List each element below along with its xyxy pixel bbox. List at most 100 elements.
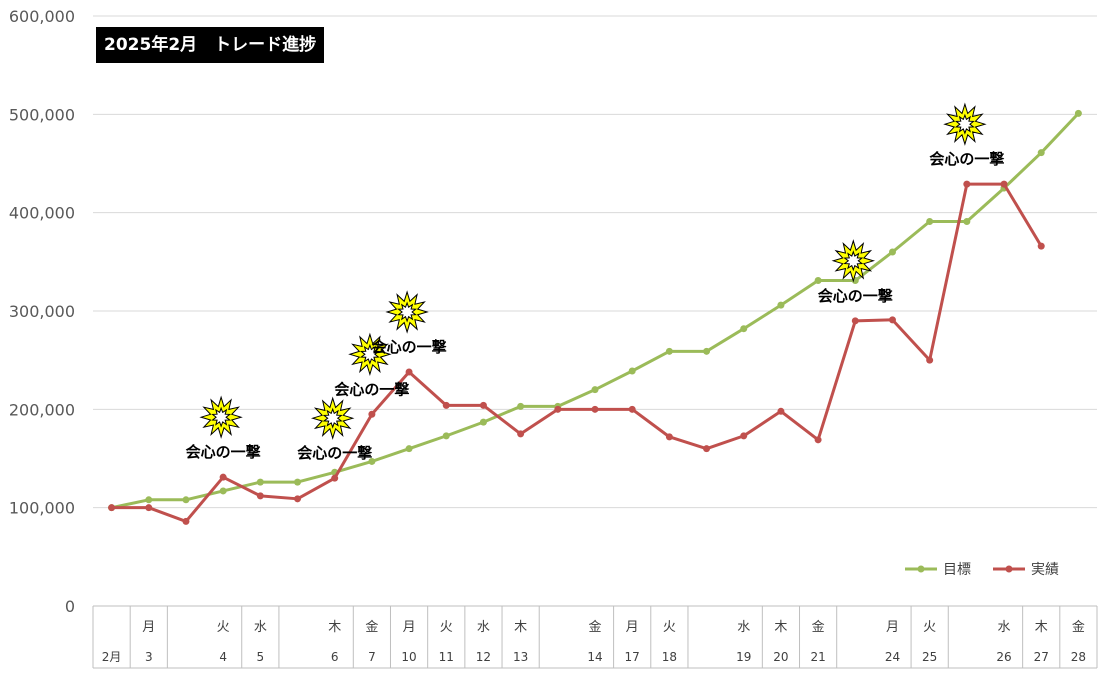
data-point xyxy=(182,496,190,504)
data-point xyxy=(740,325,748,333)
legend-marker xyxy=(1005,565,1013,573)
x-weekday-label: 火 xyxy=(217,620,230,635)
data-point xyxy=(368,457,376,465)
chart-title: 2025年2月 トレード進捗 xyxy=(96,27,325,63)
x-weekday-label: 月 xyxy=(142,620,155,635)
x-weekday-label: 月 xyxy=(403,620,416,635)
y-tick-label: 500,000 xyxy=(9,105,75,124)
annotation-text: 会心の一撃 xyxy=(186,443,261,461)
annotation: 会心の一撃 xyxy=(297,396,372,462)
annotation: 会心の一撃 xyxy=(372,290,447,356)
x-date-label: 17 xyxy=(625,650,640,664)
data-point xyxy=(1037,149,1045,157)
burst-icon-inner xyxy=(322,407,343,429)
data-point xyxy=(926,356,934,364)
legend-label: 目標 xyxy=(943,562,971,578)
data-point xyxy=(294,478,302,486)
x-date-label: 27 xyxy=(1034,650,1049,664)
annotation: 会心の一撃 xyxy=(818,239,893,305)
x-weekday-label: 月 xyxy=(626,620,639,635)
series-0 xyxy=(108,109,1082,512)
data-point xyxy=(851,317,859,325)
x-weekday-label: 火 xyxy=(663,620,676,635)
x-weekday-label: 木 xyxy=(514,620,527,635)
data-point xyxy=(703,445,711,453)
x-date-label: 10 xyxy=(401,650,416,664)
legend-label: 実績 xyxy=(1031,562,1059,578)
x-weekday-label: 火 xyxy=(440,620,453,635)
x-date-label: 5 xyxy=(257,650,265,664)
data-point xyxy=(517,430,525,438)
data-point xyxy=(442,401,450,409)
x-date-label: 24 xyxy=(885,650,900,664)
x-weekday-label: 木 xyxy=(1035,620,1048,635)
data-point xyxy=(517,402,525,410)
data-point xyxy=(256,478,264,486)
x-date-label: 19 xyxy=(736,650,751,664)
x-date-label: 6 xyxy=(331,650,339,664)
data-point xyxy=(479,401,487,409)
burst-icon-inner xyxy=(397,301,417,323)
legend-marker xyxy=(917,565,925,573)
x-date-label: 26 xyxy=(996,650,1011,664)
x-date-label: 7 xyxy=(368,650,376,664)
data-point xyxy=(554,405,562,413)
x-weekday-label: 金 xyxy=(1072,619,1085,635)
x-date-label: 3 xyxy=(145,650,153,664)
data-point xyxy=(331,474,339,482)
data-point xyxy=(963,180,971,188)
x-weekday-label: 月 xyxy=(886,620,899,635)
data-point xyxy=(442,432,450,440)
data-point xyxy=(219,487,227,495)
data-point xyxy=(628,367,636,375)
data-point xyxy=(108,504,116,512)
data-point xyxy=(963,218,971,226)
x-date-label: 14 xyxy=(587,650,602,664)
x-date-label: 20 xyxy=(773,650,788,664)
data-point xyxy=(145,496,153,504)
data-point xyxy=(888,316,896,324)
x-date-label: 25 xyxy=(922,650,937,664)
x-weekday-label: 金 xyxy=(588,619,601,635)
annotation: 会心の一撃 xyxy=(334,332,409,398)
burst-icon-inner xyxy=(954,113,975,135)
y-tick-label: 300,000 xyxy=(9,302,75,321)
y-tick-label: 100,000 xyxy=(9,499,75,518)
data-point xyxy=(814,277,822,285)
series-1 xyxy=(108,180,1045,525)
x-weekday-label: 火 xyxy=(923,620,936,635)
x-weekday-label: 水 xyxy=(737,620,750,635)
data-point xyxy=(368,410,376,418)
data-point xyxy=(740,432,748,440)
data-point xyxy=(591,386,599,394)
data-point xyxy=(888,248,896,256)
legend: 目標 実績 xyxy=(905,562,1059,578)
series-line xyxy=(111,182,1043,523)
annotation-text: 会心の一撃 xyxy=(372,338,447,356)
x-weekday-label: 水 xyxy=(254,620,267,635)
y-tick-label: 200,000 xyxy=(9,400,75,419)
annotation: 会心の一撃 xyxy=(186,395,261,461)
x-weekday-label: 金 xyxy=(812,619,825,635)
annotation-text: 会心の一撃 xyxy=(818,287,893,305)
annotation-text: 会心の一撃 xyxy=(297,444,372,462)
x-date-label: 11 xyxy=(439,650,454,664)
data-point xyxy=(777,407,785,415)
burst-icon-inner xyxy=(843,250,864,272)
y-tick-label: 0 xyxy=(65,597,75,616)
data-point xyxy=(145,504,153,512)
data-point xyxy=(665,433,673,441)
data-point xyxy=(926,218,934,226)
x-date-label: 13 xyxy=(513,650,528,664)
x-date-label: 12 xyxy=(476,650,491,664)
annotation-text: 会心の一撃 xyxy=(929,150,1004,168)
data-point xyxy=(294,495,302,503)
x-weekday-label: 木 xyxy=(774,620,787,635)
data-point xyxy=(182,517,190,525)
data-point xyxy=(256,492,264,500)
data-point xyxy=(219,473,227,481)
x-date-label: 28 xyxy=(1071,650,1086,664)
x-weekday-label: 木 xyxy=(328,620,341,635)
